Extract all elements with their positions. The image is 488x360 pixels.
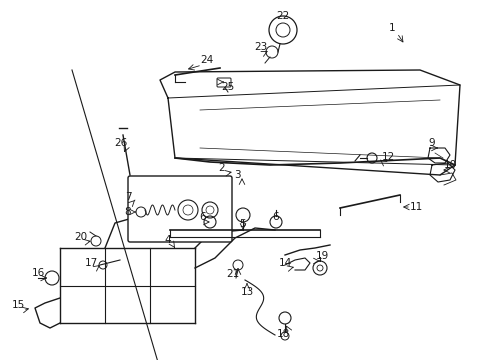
Text: 4: 4 (164, 235, 171, 245)
FancyBboxPatch shape (128, 176, 231, 242)
Text: 3: 3 (233, 170, 240, 180)
Text: 12: 12 (381, 152, 394, 162)
Text: 16: 16 (31, 268, 44, 278)
Text: 20: 20 (74, 232, 87, 242)
Text: 21: 21 (226, 269, 239, 279)
Text: 17: 17 (84, 258, 98, 268)
Text: 19: 19 (315, 251, 328, 261)
FancyBboxPatch shape (217, 78, 230, 87)
Text: 8: 8 (124, 207, 131, 217)
Text: 22: 22 (276, 11, 289, 21)
Text: 26: 26 (114, 138, 127, 148)
Text: 25: 25 (221, 82, 234, 92)
Text: 14: 14 (278, 258, 291, 268)
Text: 7: 7 (124, 192, 131, 202)
Text: 15: 15 (11, 300, 24, 310)
Text: 13: 13 (240, 287, 253, 297)
Text: 23: 23 (254, 42, 267, 52)
Text: 11: 11 (408, 202, 422, 212)
Text: 6: 6 (199, 212, 206, 222)
Text: 9: 9 (428, 138, 434, 148)
Text: 1: 1 (388, 23, 394, 33)
Text: 5: 5 (239, 219, 246, 229)
Text: 6: 6 (272, 212, 279, 222)
Text: 18: 18 (276, 329, 289, 339)
Text: 10: 10 (443, 160, 456, 170)
Text: 24: 24 (200, 55, 213, 65)
Text: 2: 2 (218, 163, 225, 173)
